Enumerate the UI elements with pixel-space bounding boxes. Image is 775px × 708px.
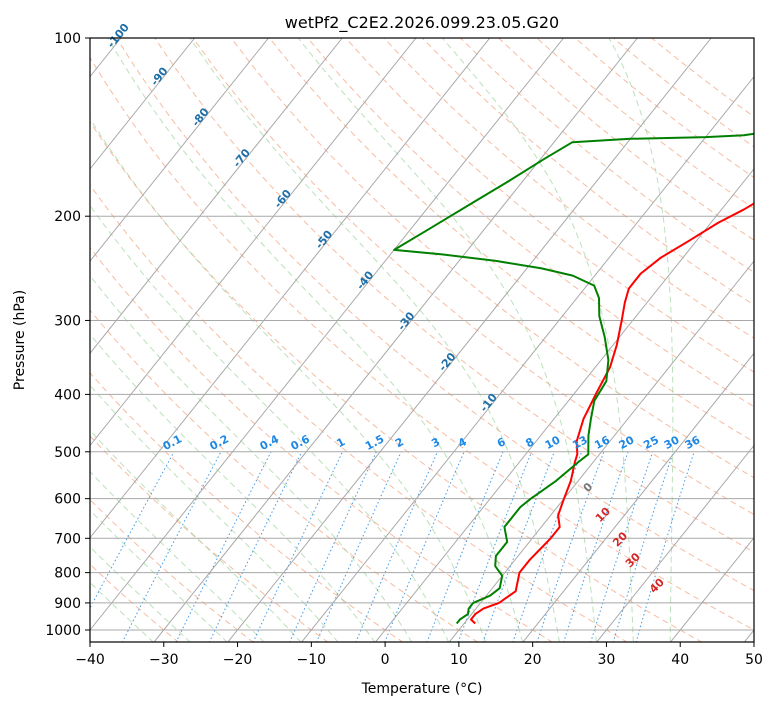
x-tick-label: 40 <box>671 652 689 668</box>
y-tick-label: 500 <box>54 445 81 461</box>
dry-adiabat-line <box>90 563 180 642</box>
chart-title: wetPf2_C2E2.2026.099.23.05.G20 <box>285 13 559 33</box>
isotherm-line <box>522 352 754 642</box>
y-axis-label: Pressure (hPa) <box>12 290 28 390</box>
mixing-ratio-label: 30 <box>662 433 682 452</box>
y-tick-label: 400 <box>54 387 81 403</box>
y-tick-label: 900 <box>54 596 81 612</box>
moist-adiabat-line <box>90 204 450 642</box>
dry-adiabat-line <box>269 38 754 443</box>
x-axis-ticks: −40 −30 −20 −10 0 10 20 30 40 50 <box>75 642 763 668</box>
x-tick-label: 10 <box>450 652 468 668</box>
moist-adiabat-line <box>189 38 560 642</box>
x-tick-label: 0 <box>381 652 390 668</box>
dry-adiabat-line <box>345 38 754 373</box>
dry-adiabat-line <box>90 56 754 631</box>
x-tick-label: 20 <box>524 652 542 668</box>
moist-adiabat-line <box>608 38 674 642</box>
x-tick-label: −10 <box>297 652 327 668</box>
x-tick-label: 30 <box>598 652 616 668</box>
x-tick-label: 50 <box>745 652 763 668</box>
mixing-ratio-line <box>612 451 674 642</box>
dry-adiabat-line <box>192 38 754 516</box>
dry-adiabat-line <box>307 38 754 408</box>
y-tick-label: 1000 <box>45 623 81 639</box>
mixing-ratio-label: 10 <box>543 433 563 452</box>
isotherm-line <box>90 38 491 539</box>
x-tick-label: −30 <box>149 652 179 668</box>
isotherm-line <box>90 38 564 631</box>
moist-adiabat-line <box>107 38 523 642</box>
mixing-ratio-line <box>457 451 533 642</box>
mixing-ratio-line <box>536 451 605 642</box>
y-tick-label: 300 <box>54 313 81 329</box>
mixing-ratio-line <box>426 451 504 642</box>
isotherm-line <box>448 260 754 642</box>
isotherm-line <box>90 38 417 447</box>
y-tick-label: 200 <box>54 209 81 225</box>
x-axis-label: Temperature (°C) <box>361 681 483 697</box>
mixing-ratio-label: 13 <box>570 433 590 452</box>
isotherm-line <box>301 75 754 642</box>
data-series <box>393 132 754 625</box>
x-tick-label: −20 <box>223 652 253 668</box>
dry-adiabat-line <box>90 309 479 642</box>
moist-adiabat-line <box>90 581 154 642</box>
mixing-ratio-label: 25 <box>641 433 661 452</box>
moist-adiabat-line <box>90 470 265 642</box>
isotherm-line <box>596 444 754 642</box>
background-lines <box>90 38 754 642</box>
dry-adiabat-line <box>90 184 628 642</box>
isotherm-line <box>90 38 196 170</box>
mixing-ratio-line <box>175 451 272 642</box>
y-tick-label: 100 <box>54 31 81 47</box>
mixing-ratio-label: 16 <box>592 433 612 452</box>
y-tick-label: 800 <box>54 566 81 582</box>
moist-adiabat-line <box>90 333 376 642</box>
dry-adiabat-line <box>90 246 554 642</box>
temperature-profile-line <box>470 202 754 625</box>
dry-adiabat-line <box>90 120 703 642</box>
mixing-ratio-line <box>355 451 438 642</box>
mixing-ratio-line <box>316 451 402 642</box>
y-tick-label: 700 <box>54 531 81 547</box>
moist-adiabat-line <box>90 546 191 642</box>
moist-adiabat-line <box>90 509 228 642</box>
dry-adiabat-line <box>383 38 754 339</box>
mixing-ratio-label: 36 <box>683 433 703 452</box>
isotherm-line <box>669 536 754 642</box>
dry-adiabat-line <box>154 38 754 553</box>
moist-adiabat-line <box>297 38 597 642</box>
mixing-ratio-line <box>590 451 654 642</box>
dry-adiabat-line <box>116 38 754 592</box>
isotherm-line <box>90 38 269 262</box>
mixing-ratio-label: 20 <box>617 433 637 452</box>
plot-frame <box>89 37 755 643</box>
isotherm-line <box>153 38 638 642</box>
x-tick-label: −40 <box>75 652 105 668</box>
dry-adiabat-line <box>90 435 329 642</box>
mixing-ratio-line <box>563 451 629 642</box>
moist-adiabat-line <box>441 38 634 642</box>
moist-adiabat-line <box>90 117 487 642</box>
moist-adiabat-line <box>90 274 413 642</box>
isotherm-line <box>90 38 343 355</box>
y-tick-label: 600 <box>54 492 81 508</box>
mixing-ratio-line <box>90 451 175 610</box>
dewpoint-profile-line <box>393 132 754 625</box>
moist-adiabat-line <box>90 384 339 642</box>
y-axis-ticks: 100 200 300 400 500 600 700 800 900 1000 <box>45 31 90 639</box>
